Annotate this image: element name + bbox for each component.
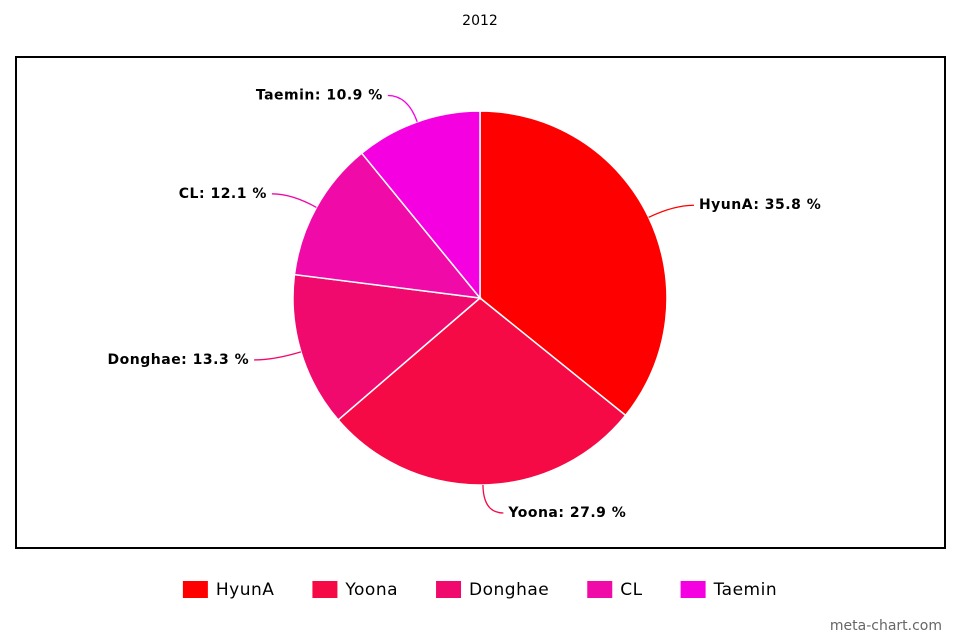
leader-line <box>254 351 302 361</box>
legend-label: HyunA <box>216 580 275 600</box>
leader-line <box>648 204 694 218</box>
pie-slice <box>293 152 482 299</box>
leader-line <box>387 94 418 123</box>
credit: meta-chart.com <box>830 618 942 634</box>
data-label: Taemin: 10.9 % <box>256 87 383 103</box>
legend-swatch <box>312 581 338 598</box>
chart-title: 2012 <box>462 13 498 29</box>
legend-label: Yoona <box>344 580 398 600</box>
data-label: CL: 12.1 % <box>179 186 267 202</box>
data-label: HyunA: 35.8 % <box>699 197 821 213</box>
plot-frame <box>15 56 946 549</box>
legend-label: Taemin <box>713 580 778 600</box>
data-label: Donghae: 13.3 % <box>108 352 250 368</box>
leader-line <box>482 484 504 514</box>
legend-label: CL <box>620 580 642 600</box>
pie-slice <box>292 273 482 421</box>
data-label: Yoona: 27.9 % <box>507 505 626 521</box>
legend-swatch <box>436 581 462 598</box>
pie-slice <box>479 110 668 417</box>
legend-swatch <box>680 581 706 598</box>
pie-slice <box>337 297 627 486</box>
leader-line <box>271 193 317 208</box>
legend-label: Donghae <box>469 580 549 600</box>
legend-swatch <box>182 581 208 598</box>
legend-swatch <box>587 581 613 598</box>
